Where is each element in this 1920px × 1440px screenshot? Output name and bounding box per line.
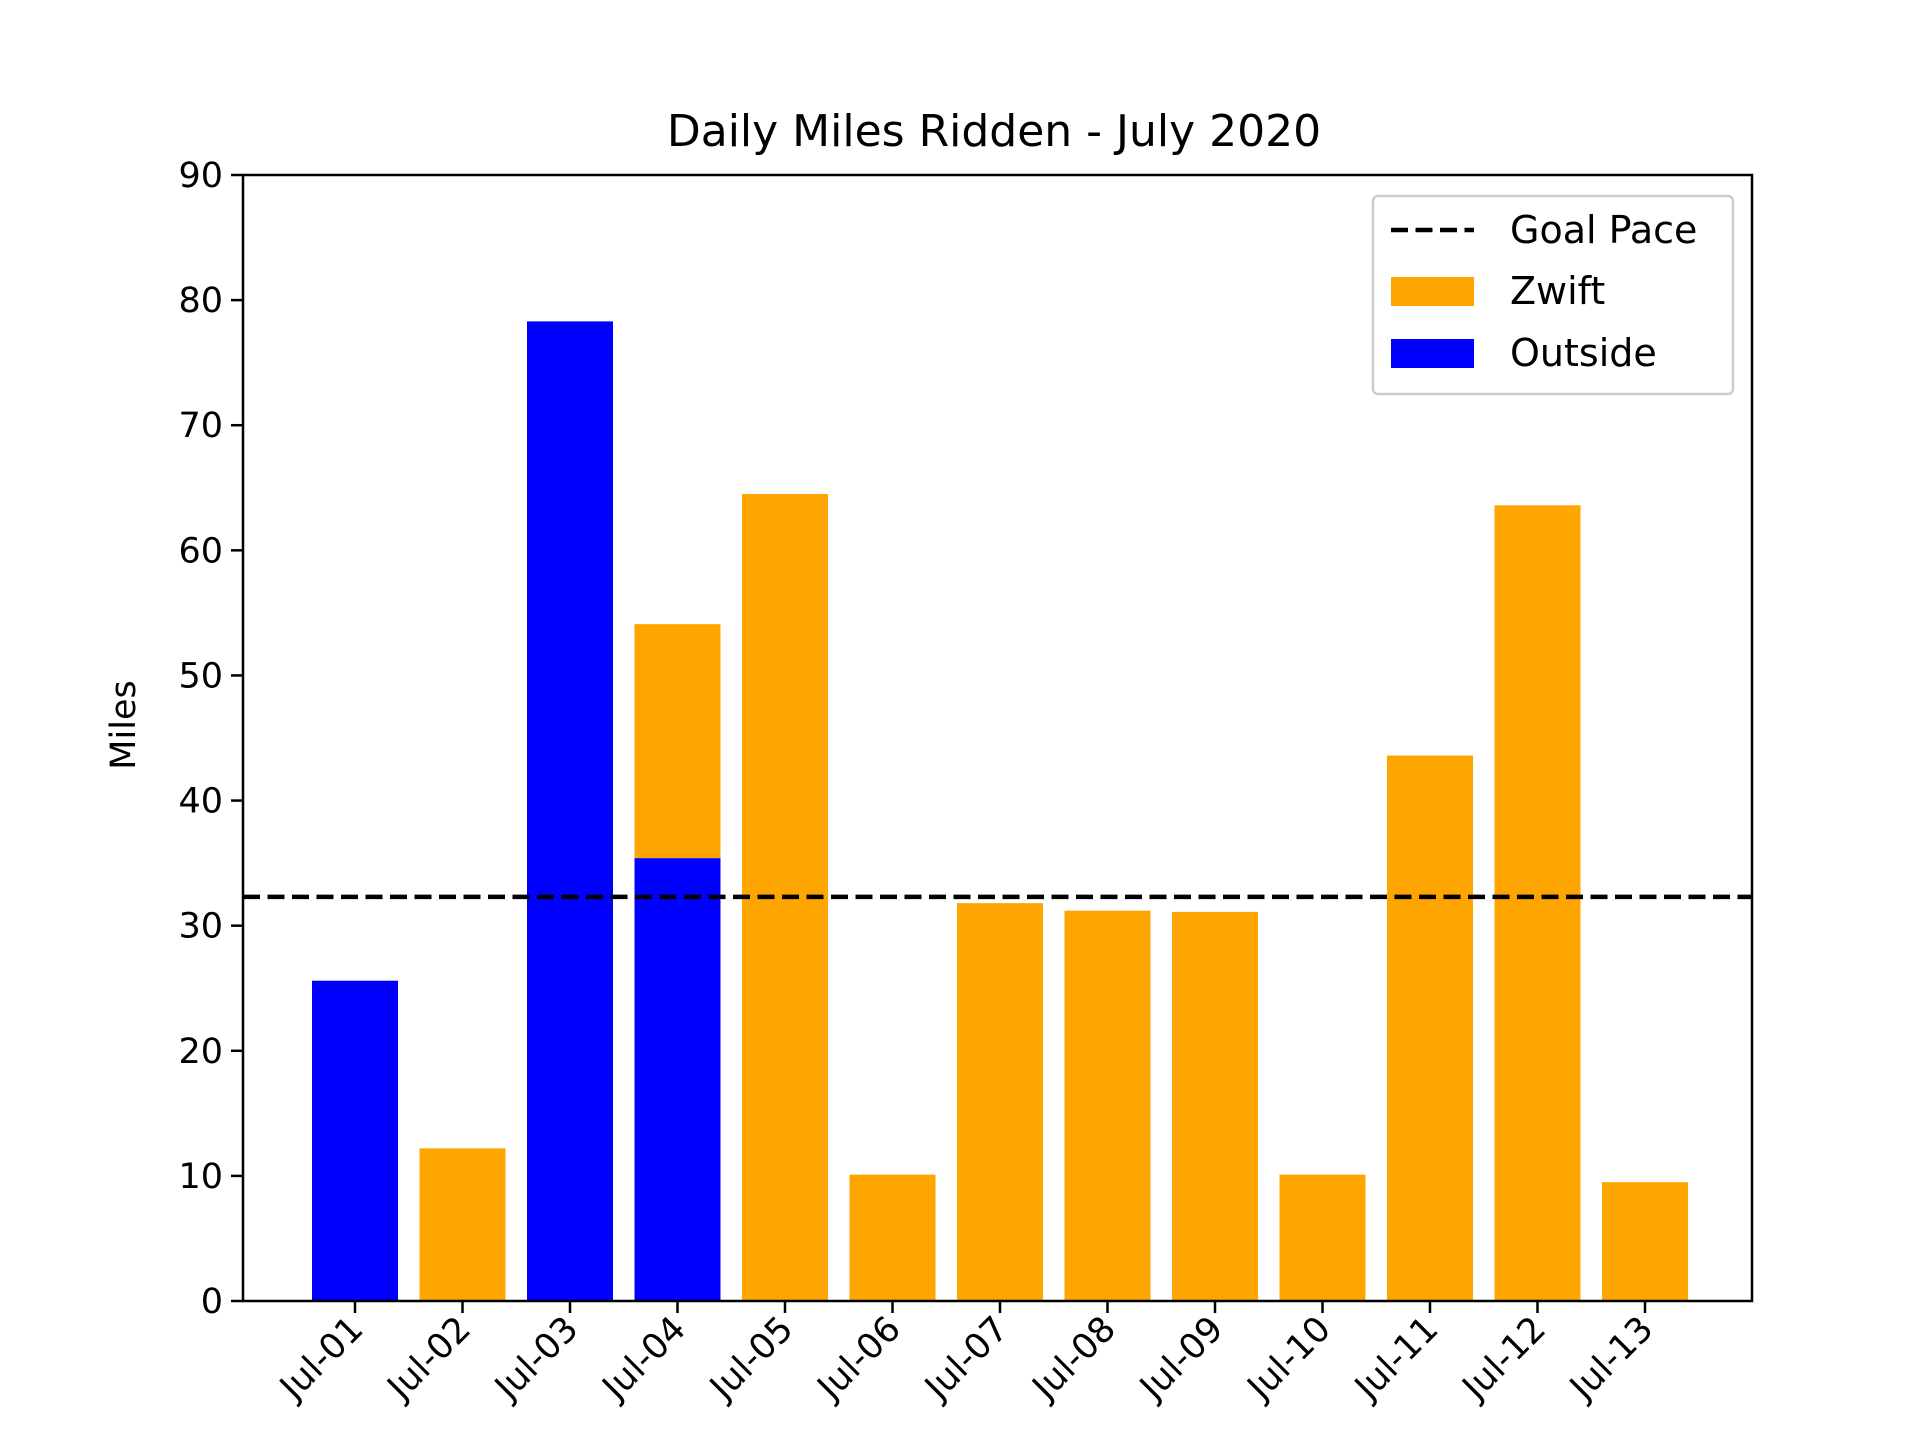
bars-layer: [312, 321, 1688, 1301]
y-tick-label: 70: [178, 406, 223, 446]
bar-zwift-jul-08: [1064, 910, 1151, 1301]
bar-zwift-jul-07: [957, 903, 1043, 1301]
bar-zwift-jul-09: [1172, 911, 1258, 1301]
bar-outside-jul-03: [527, 321, 613, 1301]
bar-zwift-jul-10: [1279, 1174, 1366, 1301]
chart-title: Daily Miles Ridden - July 2020: [667, 106, 1321, 157]
bar-zwift-jul-02: [419, 1148, 506, 1301]
legend-label-outside: Outside: [1510, 331, 1657, 375]
x-tick-label: Jul-07: [916, 1309, 1016, 1409]
y-tick-label: 20: [178, 1032, 223, 1072]
x-tick-label: Jul-02: [379, 1309, 479, 1409]
y-tick-label: 10: [178, 1157, 223, 1197]
x-tick-label: Jul-08: [1024, 1309, 1124, 1409]
y-tick-label: 50: [178, 656, 223, 696]
x-tick-label: Jul-11: [1346, 1309, 1446, 1409]
legend-swatch-outside: [1391, 339, 1474, 368]
bar-zwift-jul-04: [634, 624, 721, 859]
y-tick-label: 60: [178, 531, 223, 571]
x-tick-label: Jul-01: [271, 1309, 371, 1409]
x-tick-label: Jul-12: [1454, 1309, 1554, 1409]
bar-zwift-jul-12: [1494, 505, 1581, 1301]
legend-label-goal-pace: Goal Pace: [1510, 208, 1697, 252]
plot-frame: [241, 173, 1754, 1303]
x-axis-ticks: Jul-01 Jul-02 Jul-03 Jul-04 Jul-05 Jul-06 Jul-…: [271, 1301, 1661, 1409]
y-tick-label: 90: [178, 156, 223, 196]
x-tick-label: Jul-06: [809, 1309, 909, 1409]
y-axis-ticks: 0 10 20 30 40 50 60 70 80 90: [178, 156, 243, 1322]
legend: Goal Pace Zwift Outside: [1371, 194, 1735, 396]
bar-zwift-jul-06: [849, 1174, 936, 1301]
y-tick-label: 30: [178, 907, 223, 947]
y-axis-label: Miles: [104, 680, 144, 769]
x-tick-label: Jul-03: [486, 1309, 586, 1409]
x-tick-label: Jul-05: [701, 1309, 801, 1409]
x-tick-label: Jul-04: [594, 1309, 694, 1409]
bar-outside-jul-01: [312, 980, 398, 1301]
y-tick-label: 0: [201, 1282, 223, 1322]
legend-label-zwift: Zwift: [1510, 269, 1605, 313]
x-tick-label: Jul-13: [1561, 1309, 1661, 1409]
y-tick-label: 80: [178, 281, 223, 321]
x-tick-label: Jul-10: [1239, 1309, 1339, 1409]
x-tick-label: Jul-09: [1131, 1309, 1231, 1409]
y-tick-label: 40: [178, 782, 223, 822]
legend-swatch-zwift: [1391, 277, 1474, 306]
bar-outside-jul-04: [634, 858, 721, 1301]
bar-zwift-jul-11: [1387, 755, 1473, 1301]
bar-zwift-jul-13: [1602, 1182, 1688, 1301]
